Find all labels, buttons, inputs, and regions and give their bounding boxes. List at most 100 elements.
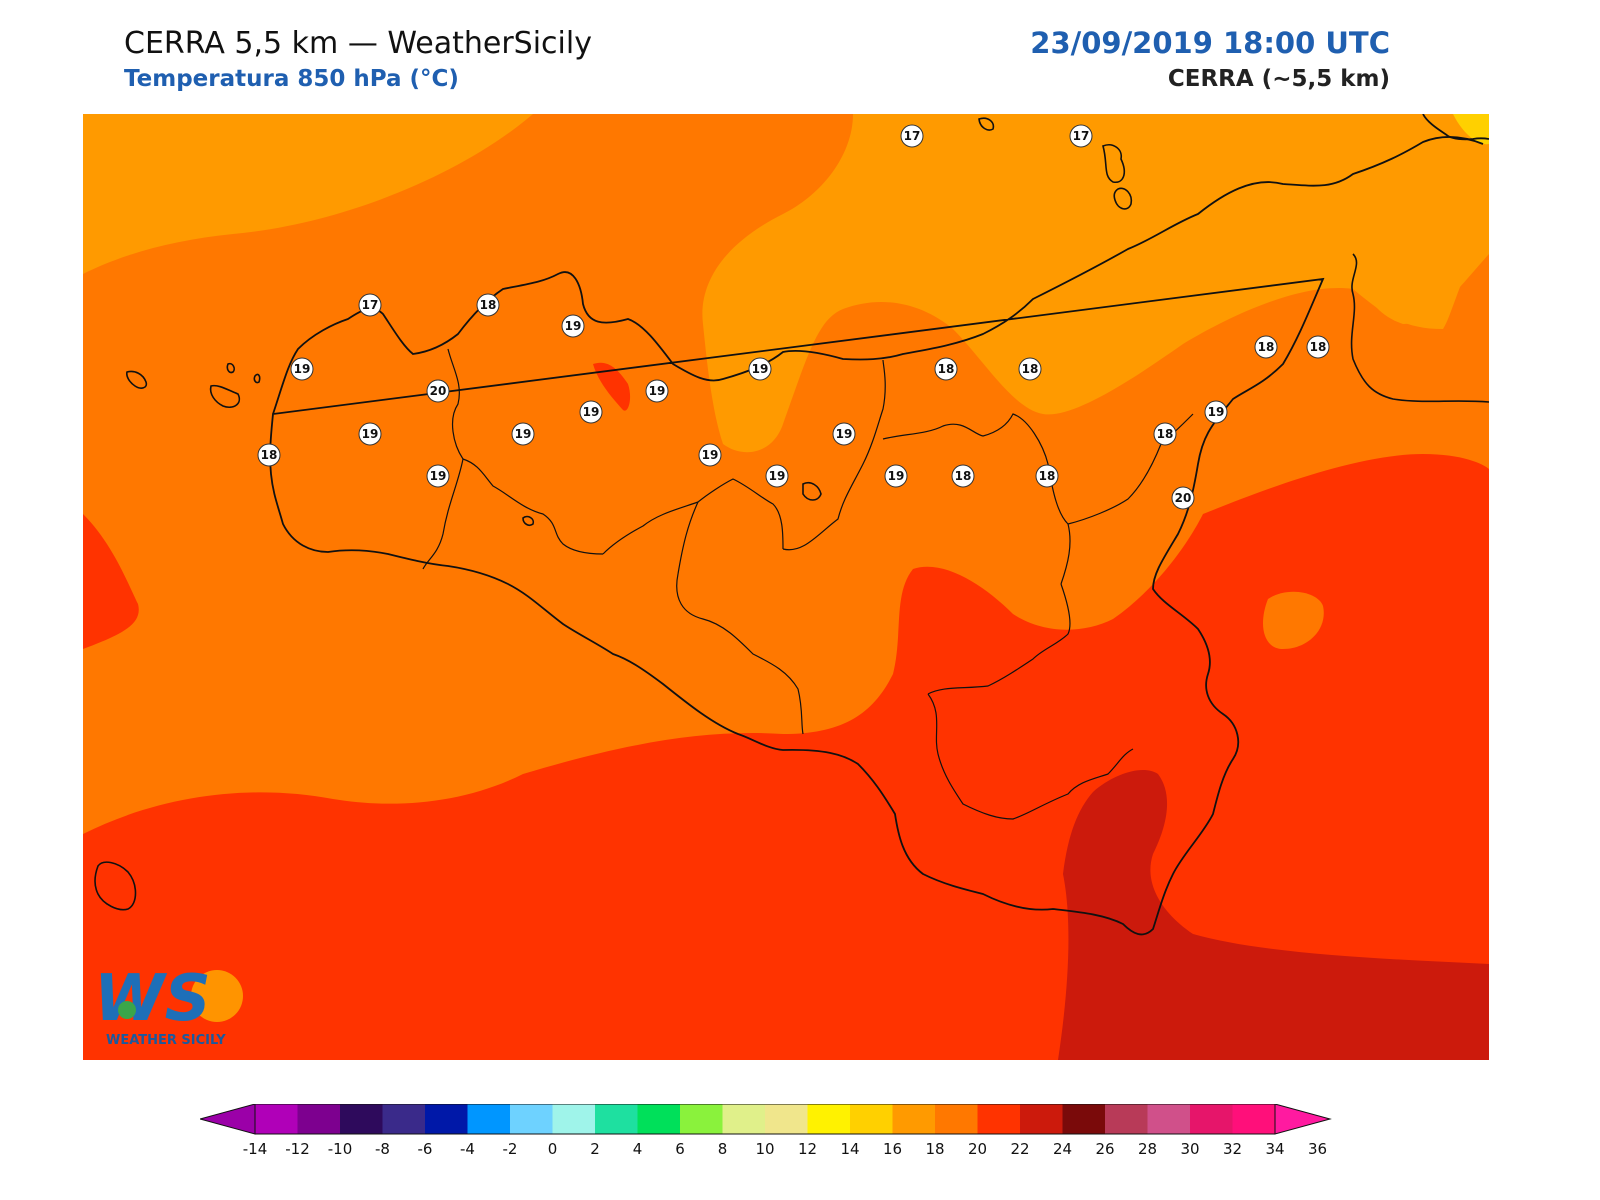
station-marker: 19 — [358, 422, 382, 446]
station-marker: 17 — [358, 293, 382, 317]
colorbar-tick-label: -6 — [418, 1140, 433, 1158]
station-marker: 19 — [561, 314, 585, 338]
colorbar: -14 -12 -10 -8 -6 -4 -2 0 2 4 6 8 10 12 14 16 18 20 22 24 26… — [200, 1104, 1332, 1158]
ws-logo: WS WEATHER SICILY — [94, 962, 243, 1048]
colorbar-swatch — [1190, 1104, 1233, 1134]
colorbar-tick-label: -4 — [460, 1140, 475, 1158]
station-value: 19 — [1208, 405, 1225, 419]
colorbar-swatch — [1147, 1104, 1190, 1134]
station-marker: 19 — [290, 357, 314, 381]
field-16-18-north — [83, 114, 533, 274]
station-value: 18 — [955, 469, 972, 483]
station-value: 19 — [515, 427, 532, 441]
station-value: 19 — [565, 319, 582, 333]
colorbar-tick-label: 22 — [1010, 1140, 1029, 1158]
station-marker: 19 — [884, 464, 908, 488]
colorbar-swatch — [425, 1104, 468, 1134]
colorbar-swatch — [1232, 1104, 1275, 1134]
station-value: 19 — [583, 405, 600, 419]
station-markers: 17 17 17 18 19 19 20 19 19 19 18 18 18 18 18 19 19 19 19 19… — [257, 124, 1330, 510]
station-marker: 19 — [579, 400, 603, 424]
station-marker: 19 — [645, 379, 669, 403]
colorbar-tick-label: -12 — [285, 1140, 310, 1158]
station-value: 19 — [430, 469, 447, 483]
field-16-18-center — [702, 114, 1489, 453]
colorbar-tick-label: 4 — [633, 1140, 643, 1158]
colorbar-tick-label: 24 — [1053, 1140, 1072, 1158]
temperature-map: 17 17 17 18 19 19 20 19 19 19 18 18 18 18 18 19 19 19 19 19… — [83, 114, 1489, 1060]
colorbar-tick-label: 0 — [548, 1140, 558, 1158]
colorbar-tick-label: 8 — [718, 1140, 728, 1158]
station-value: 18 — [1022, 362, 1039, 376]
colorbar-tick-label: 12 — [798, 1140, 817, 1158]
station-value: 19 — [702, 448, 719, 462]
station-value: 18 — [1258, 340, 1275, 354]
colorbar-swatch — [1062, 1104, 1105, 1134]
colorbar-tick-label: 16 — [883, 1140, 902, 1158]
colorbar-swatch — [382, 1104, 425, 1134]
station-value: 20 — [430, 384, 447, 398]
colorbar-swatches — [200, 1104, 1332, 1135]
field-20-22-west — [83, 514, 139, 649]
calabria-coastline — [1422, 114, 1489, 141]
field-16-18-ne — [1364, 114, 1489, 324]
colorbar-tick-label: 20 — [968, 1140, 987, 1158]
logo-caption: WEATHER SICILY — [106, 1033, 226, 1048]
colorbar-tick-label: -10 — [328, 1140, 353, 1158]
station-value: 19 — [888, 469, 905, 483]
colorbar-tick-label: 10 — [755, 1140, 774, 1158]
station-marker: 19 — [426, 464, 450, 488]
colorbar-swatch — [1020, 1104, 1063, 1134]
colorbar-swatch — [1105, 1104, 1148, 1134]
colorbar-swatch — [850, 1104, 893, 1134]
colorbar-swatch — [892, 1104, 935, 1134]
islands — [94, 117, 1133, 911]
colorbar-tick-label: 30 — [1180, 1140, 1199, 1158]
field-18-20-island — [1263, 591, 1324, 649]
station-value: 18 — [1039, 469, 1056, 483]
station-marker: 18 — [476, 293, 500, 317]
colorbar-swatch — [807, 1104, 850, 1134]
station-value: 19 — [294, 362, 311, 376]
station-value: 20 — [1175, 491, 1192, 505]
colorbar-tick-label: 34 — [1265, 1140, 1284, 1158]
station-marker: 18 — [1153, 422, 1177, 446]
station-value: 18 — [1310, 340, 1327, 354]
colorbar-high-extend — [1274, 1104, 1332, 1135]
station-marker: 18 — [934, 357, 958, 381]
colorbar-ticks: -14 -12 -10 -8 -6 -4 -2 0 2 4 6 8 10 12 14 16 18 20 22 24 26… — [243, 1140, 1327, 1158]
map-title: CERRA 5,5 km — WeatherSicily — [124, 26, 592, 61]
station-value: 19 — [752, 362, 769, 376]
station-value: 18 — [938, 362, 955, 376]
colorbar-tick-label: -14 — [243, 1140, 268, 1158]
station-value: 19 — [836, 427, 853, 441]
field-20-22-patch — [593, 362, 631, 411]
field-14-16-corner — [1453, 114, 1489, 145]
colorbar-low-extend — [200, 1104, 256, 1135]
station-marker: 18 — [1018, 357, 1042, 381]
station-value: 19 — [769, 469, 786, 483]
colorbar-tick-label: 32 — [1223, 1140, 1242, 1158]
colorbar-swatch — [977, 1104, 1020, 1134]
station-marker: 18 — [257, 443, 281, 467]
map-subtitle: Temperatura 850 hPa (°C) — [124, 66, 459, 92]
colorbar-swatch — [467, 1104, 510, 1134]
colorbar-swatch — [637, 1104, 680, 1134]
colorbar-tick-label: 18 — [925, 1140, 944, 1158]
colorbar-swatch — [297, 1104, 340, 1134]
colorbar-tick-label: 14 — [840, 1140, 859, 1158]
station-marker: 20 — [1171, 486, 1195, 510]
station-marker: 19 — [511, 422, 535, 446]
colorbar-tick-label: 36 — [1308, 1140, 1327, 1158]
station-value: 17 — [1073, 129, 1090, 143]
calabria-east — [1350, 253, 1489, 403]
station-marker: 19 — [765, 464, 789, 488]
station-value: 17 — [362, 298, 379, 312]
station-value: 18 — [261, 448, 278, 462]
colorbar-swatch — [722, 1104, 765, 1134]
colorbar-swatch — [935, 1104, 978, 1134]
station-marker: 17 — [900, 124, 924, 148]
colorbar-tick-label: -8 — [375, 1140, 390, 1158]
station-marker: 18 — [951, 464, 975, 488]
logo-text: WS — [94, 962, 211, 1036]
